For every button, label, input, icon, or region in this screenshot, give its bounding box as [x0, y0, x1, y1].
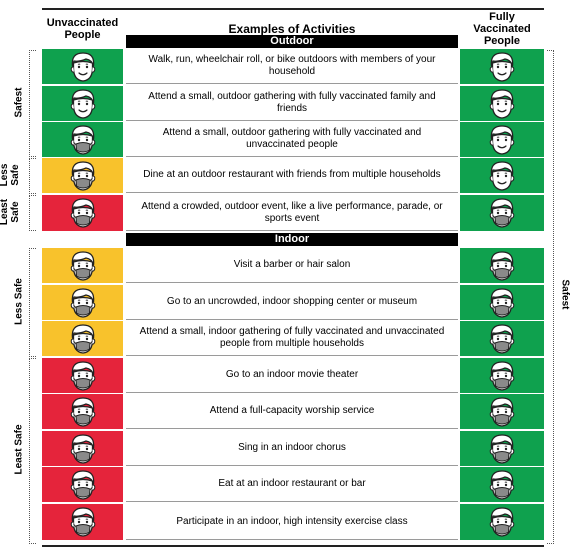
bracket-safest-right — [547, 50, 554, 544]
label-safest: Safest — [13, 87, 25, 118]
masked-face-icon — [70, 469, 95, 500]
masked-face-icon — [489, 433, 515, 464]
bracket-less-safe-outdoor — [29, 158, 36, 194]
unvaccinated-face-cell — [42, 49, 123, 84]
vaccinated-face-cell — [460, 285, 544, 320]
activity-text: Attend a small, indoor gathering of full… — [126, 321, 458, 356]
masked-face-icon — [70, 160, 95, 191]
unvaccinated-face-cell — [42, 467, 123, 502]
unvaccinated-face-cell — [42, 158, 123, 193]
unvaccinated-face-cell — [42, 321, 123, 356]
header-vaccinated: Fully Vaccinated People — [473, 10, 531, 47]
table-row: Participate in an indoor, high intensity… — [42, 504, 544, 540]
unvaccinated-face-cell — [42, 248, 123, 283]
masked-face-icon — [70, 198, 95, 228]
masked-face-icon — [70, 250, 95, 281]
table-row: Attend a small, outdoor gathering with f… — [42, 86, 544, 121]
vaccinated-face-cell — [460, 358, 544, 393]
vaccinated-face-cell — [460, 504, 544, 540]
masked-face-icon — [70, 124, 95, 155]
table-row: Walk, run, wheelchair roll, or bike outd… — [42, 49, 544, 84]
table-row: Dine at an outdoor restaurant with frien… — [42, 158, 544, 193]
bracket-least-safe-outdoor — [29, 195, 36, 231]
section-outdoor: Outdoor — [126, 35, 458, 48]
face-icon — [489, 88, 515, 119]
section-indoor: Indoor — [126, 233, 458, 246]
unvaccinated-face-cell — [42, 285, 123, 320]
table-row: Visit a barber or hair salon — [42, 248, 544, 283]
masked-face-icon — [489, 287, 515, 318]
table-row: Attend a crowded, outdoor event, like a … — [42, 195, 544, 231]
bracket-less-safe-indoor — [29, 248, 36, 357]
activity-text: Participate in an indoor, high intensity… — [126, 504, 458, 540]
unvaccinated-face-cell — [42, 86, 123, 121]
label-less-safe-outdoor: Less Safe — [0, 163, 21, 187]
activity-text: Attend a full-capacity worship service — [126, 394, 458, 429]
activity-text: Dine at an outdoor restaurant with frien… — [126, 158, 458, 193]
vaccinated-face-cell — [460, 431, 544, 466]
unvaccinated-face-cell — [42, 122, 123, 157]
unvaccinated-face-cell — [42, 394, 123, 429]
masked-face-icon — [489, 360, 515, 391]
masked-face-icon — [70, 323, 95, 354]
label-least-safe-outdoor: Least Safe — [0, 198, 21, 226]
vaccinated-face-cell — [460, 394, 544, 429]
vaccinated-face-cell — [460, 195, 544, 231]
activity-text: Attend a small, outdoor gathering with f… — [126, 86, 458, 121]
unvaccinated-face-cell — [42, 504, 123, 540]
vaccinated-face-cell — [460, 86, 544, 121]
vaccinated-face-cell — [460, 321, 544, 356]
activity-text: Eat at an indoor restaurant or bar — [126, 467, 458, 502]
vaccinated-face-cell — [460, 122, 544, 157]
masked-face-icon — [489, 507, 515, 537]
masked-face-icon — [70, 507, 95, 537]
masked-face-icon — [489, 198, 515, 228]
activity-text: Walk, run, wheelchair roll, or bike outd… — [126, 49, 458, 84]
masked-face-icon — [489, 469, 515, 500]
header-unvaccinated: Unvaccinated People — [46, 16, 119, 41]
header-activities: Examples of Activities — [228, 21, 356, 36]
label-less-safe-indoor: Less Safe — [13, 278, 25, 325]
vaccinated-face-cell — [460, 158, 544, 193]
unvaccinated-face-cell — [42, 431, 123, 466]
face-icon — [70, 88, 95, 119]
activity-text: Go to an uncrowded, indoor shopping cent… — [126, 285, 458, 320]
masked-face-icon — [489, 396, 515, 427]
masked-face-icon — [489, 323, 515, 354]
activity-text: Go to an indoor movie theater — [126, 358, 458, 393]
face-icon — [489, 124, 515, 155]
unvaccinated-face-cell — [42, 195, 123, 231]
table-row: Go to an indoor movie theater — [42, 358, 544, 393]
face-icon — [489, 51, 515, 82]
table-row: Go to an uncrowded, indoor shopping cent… — [42, 285, 544, 320]
face-icon — [489, 160, 515, 191]
activity-text: Attend a small, outdoor gathering with f… — [126, 122, 458, 157]
table-row: Attend a full-capacity worship service — [42, 394, 544, 429]
label-least-safe-indoor: Least Safe — [13, 424, 25, 475]
activity-text: Visit a barber or hair salon — [126, 248, 458, 283]
bracket-safest — [29, 50, 36, 157]
vaccinated-face-cell — [460, 467, 544, 502]
activity-text: Sing in an indoor chorus — [126, 431, 458, 466]
table-row: Attend a small, outdoor gathering with f… — [42, 122, 544, 157]
masked-face-icon — [70, 396, 95, 427]
label-safest-right: Safest — [559, 279, 571, 310]
masked-face-icon — [489, 250, 515, 281]
vaccinated-face-cell — [460, 49, 544, 84]
masked-face-icon — [70, 287, 95, 318]
unvaccinated-face-cell — [42, 358, 123, 393]
bracket-least-safe-indoor — [29, 358, 36, 544]
activity-text: Attend a crowded, outdoor event, like a … — [126, 195, 458, 231]
bottom-rule — [42, 545, 544, 547]
table-row: Sing in an indoor chorus — [42, 431, 544, 466]
vaccinated-face-cell — [460, 248, 544, 283]
masked-face-icon — [70, 360, 95, 391]
table-row: Attend a small, indoor gathering of full… — [42, 321, 544, 356]
face-icon — [70, 51, 95, 82]
table-row: Eat at an indoor restaurant or bar — [42, 467, 544, 502]
top-rule — [42, 8, 544, 10]
masked-face-icon — [70, 433, 95, 464]
